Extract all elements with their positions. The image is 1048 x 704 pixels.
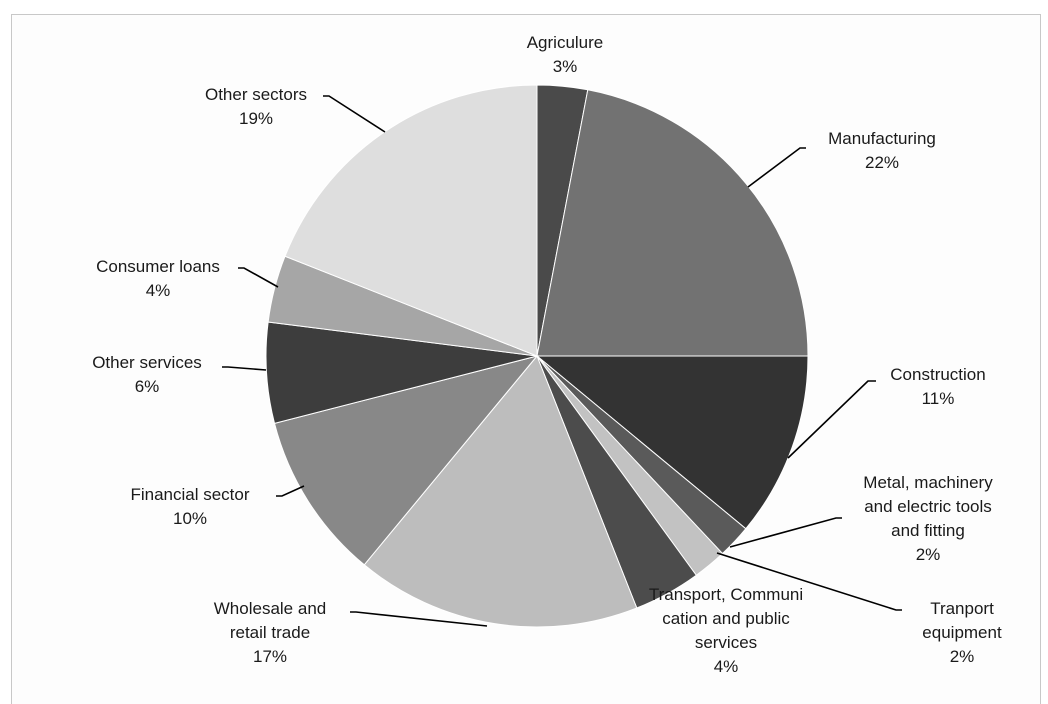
leader-line-4 bbox=[716, 552, 902, 611]
pie-slice-2 bbox=[535, 355, 809, 530]
slice-name-4: Tranport bbox=[930, 599, 994, 618]
slice-label-5: Transport, Communi cation and public servi… bbox=[649, 585, 803, 676]
slice-percent-6: 17% bbox=[253, 647, 287, 666]
leader-line-9 bbox=[238, 267, 279, 288]
slice-percent-7: 10% bbox=[173, 509, 207, 528]
pie-slices bbox=[265, 84, 809, 628]
slice-percent-1: 22% bbox=[865, 153, 899, 172]
leader-line-3 bbox=[729, 517, 842, 548]
slice-label-2: Construction 11% bbox=[890, 365, 985, 408]
leader-line-10 bbox=[323, 95, 386, 133]
slice-label-0: Agriculure 3% bbox=[527, 33, 604, 76]
slice-percent-0: 3% bbox=[553, 57, 578, 76]
slice-name-6: retail trade bbox=[230, 623, 310, 642]
leader-lines bbox=[222, 95, 902, 627]
slice-percent-2: 11% bbox=[922, 389, 955, 408]
slice-label-6: Wholesale and retail trade 17% bbox=[214, 599, 326, 666]
slice-label-7: Financial sector 10% bbox=[130, 485, 249, 528]
slice-name-5: Transport, Communi bbox=[649, 585, 803, 604]
slice-name-8: Other services bbox=[92, 353, 202, 372]
pie-slice-7 bbox=[273, 355, 539, 566]
slice-name-5: cation and public bbox=[662, 609, 790, 628]
leader-line-8 bbox=[222, 366, 267, 371]
slice-label-9: Consumer loans 4% bbox=[96, 257, 220, 300]
pie-slice-6 bbox=[363, 355, 638, 628]
slice-name-9: Consumer loans bbox=[96, 257, 220, 276]
slice-label-10: Other sectors 19% bbox=[205, 85, 307, 128]
slice-percent-4: 2% bbox=[950, 647, 975, 666]
slice-name-3: Metal, machinery bbox=[863, 473, 993, 492]
slice-percent-5: 4% bbox=[714, 657, 739, 676]
slice-name-7: Financial sector bbox=[130, 485, 249, 504]
leader-line-2 bbox=[787, 380, 876, 459]
slice-percent-8: 6% bbox=[135, 377, 160, 396]
slice-name-2: Construction bbox=[890, 365, 985, 384]
slice-name-10: Other sectors bbox=[205, 85, 307, 104]
leader-line-1 bbox=[747, 147, 806, 188]
pie-slice-1 bbox=[536, 89, 809, 357]
slice-name-3: and fitting bbox=[891, 521, 965, 540]
slice-name-3: and electric tools bbox=[864, 497, 992, 516]
slice-label-4: Tranport equipment 2% bbox=[922, 599, 1002, 666]
slice-name-0: Agriculure bbox=[527, 33, 604, 52]
slice-label-3: Metal, machinery and electric tools and fi… bbox=[863, 473, 993, 564]
slice-percent-3: 2% bbox=[916, 545, 941, 564]
slice-percent-10: 19% bbox=[239, 109, 273, 128]
slice-label-1: Manufacturing 22% bbox=[828, 129, 936, 172]
slice-percent-9: 4% bbox=[146, 281, 171, 300]
slice-name-5: services bbox=[695, 633, 757, 652]
leader-line-6 bbox=[350, 611, 488, 627]
slice-label-8: Other services 6% bbox=[92, 353, 202, 396]
slice-name-1: Manufacturing bbox=[828, 129, 936, 148]
slice-labels: Agriculure 3% Manufacturing 22% Construction… bbox=[92, 33, 1002, 676]
slice-name-6: Wholesale and bbox=[214, 599, 326, 618]
leader-line-7 bbox=[276, 485, 305, 497]
slice-name-4: equipment bbox=[922, 623, 1002, 642]
